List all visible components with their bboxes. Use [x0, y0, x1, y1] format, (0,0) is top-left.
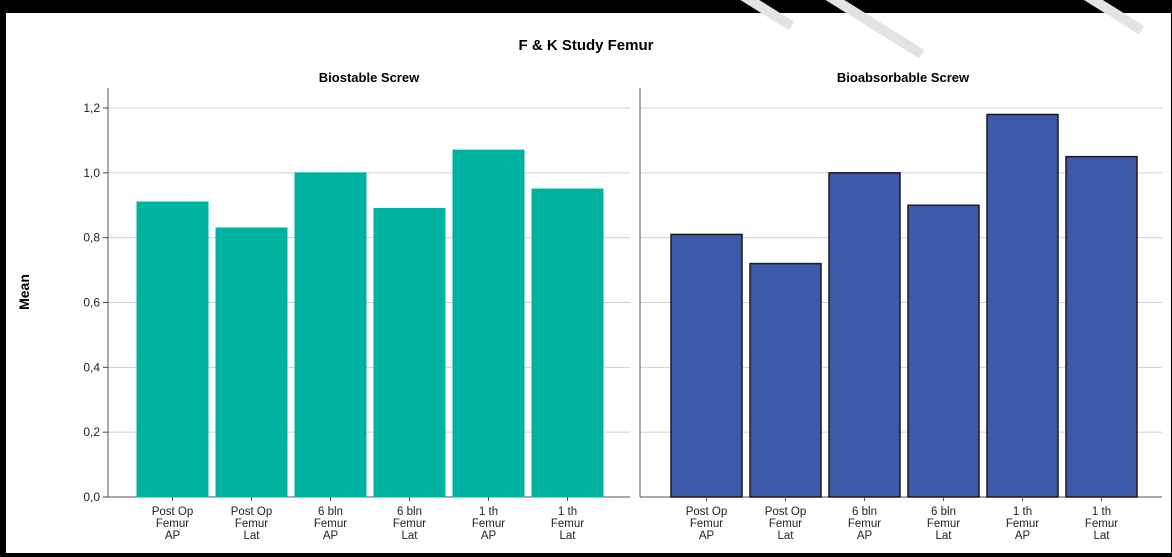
y-tick-label: 0,0 — [83, 490, 100, 504]
bar — [749, 262, 822, 498]
x-tick-label: AP — [165, 530, 181, 542]
x-tick-label: Lat — [778, 530, 795, 542]
x-tick-label: Post Op — [765, 506, 807, 518]
y-tick-label: 1,2 — [83, 101, 100, 115]
x-tick-label: Femur — [848, 518, 881, 530]
x-tick-label: Femur — [551, 518, 584, 530]
x-tick-label: 6 bln — [397, 506, 422, 518]
y-tick-label: 0,4 — [83, 360, 100, 374]
x-tick-label: Post Op — [231, 506, 273, 518]
x-tick-label: AP — [699, 530, 715, 542]
x-tick-label: 1 th — [1013, 506, 1032, 518]
x-tick-label: Femur — [1085, 518, 1118, 530]
x-tick-label: Post Op — [686, 506, 728, 518]
x-tick-label: Femur — [235, 518, 268, 530]
x-tick-label: Lat — [560, 530, 577, 542]
x-tick-label: Femur — [927, 518, 960, 530]
bar — [215, 227, 288, 498]
x-tick-label: 1 th — [1092, 506, 1111, 518]
x-tick-label: Post Op — [152, 506, 194, 518]
x-tick-label: Femur — [769, 518, 802, 530]
x-tick-label: 6 bln — [318, 506, 343, 518]
bar — [670, 233, 743, 498]
x-tick-label: 1 th — [558, 506, 577, 518]
x-tick-label: Femur — [690, 518, 723, 530]
bar — [986, 113, 1059, 498]
x-tick-label: Femur — [393, 518, 426, 530]
x-tick-label: Lat — [936, 530, 953, 542]
chart-title: F & K Study Femur — [518, 37, 654, 54]
x-tick-label: Femur — [314, 518, 347, 530]
x-tick-label: Lat — [1094, 530, 1111, 542]
y-tick-label: 0,6 — [83, 296, 100, 310]
x-tick-label: Lat — [402, 530, 419, 542]
x-tick-label: AP — [1015, 530, 1031, 542]
y-tick-label: 1,0 — [83, 166, 100, 180]
x-tick-label: Femur — [1006, 518, 1039, 530]
bar — [373, 207, 446, 498]
bar — [907, 204, 980, 498]
bar — [294, 172, 367, 498]
x-tick-label: Femur — [156, 518, 189, 530]
x-tick-label: 1 th — [479, 506, 498, 518]
panel-title: Biostable Screw — [319, 70, 420, 85]
x-tick-label: 6 bln — [852, 506, 877, 518]
x-tick-label: AP — [323, 530, 339, 542]
bar — [1065, 155, 1138, 498]
x-tick-label: 6 bln — [931, 506, 956, 518]
bar — [828, 172, 901, 498]
bar — [136, 201, 209, 498]
x-tick-label: Femur — [472, 518, 505, 530]
bar — [452, 149, 525, 498]
x-tick-label: AP — [857, 530, 873, 542]
x-tick-label: AP — [481, 530, 497, 542]
bar — [531, 188, 604, 498]
panel-title: Bioabsorbable Screw — [837, 70, 970, 85]
x-tick-label: Lat — [244, 530, 261, 542]
y-tick-label: 0,8 — [83, 231, 100, 245]
y-tick-label: 0,2 — [83, 425, 100, 439]
